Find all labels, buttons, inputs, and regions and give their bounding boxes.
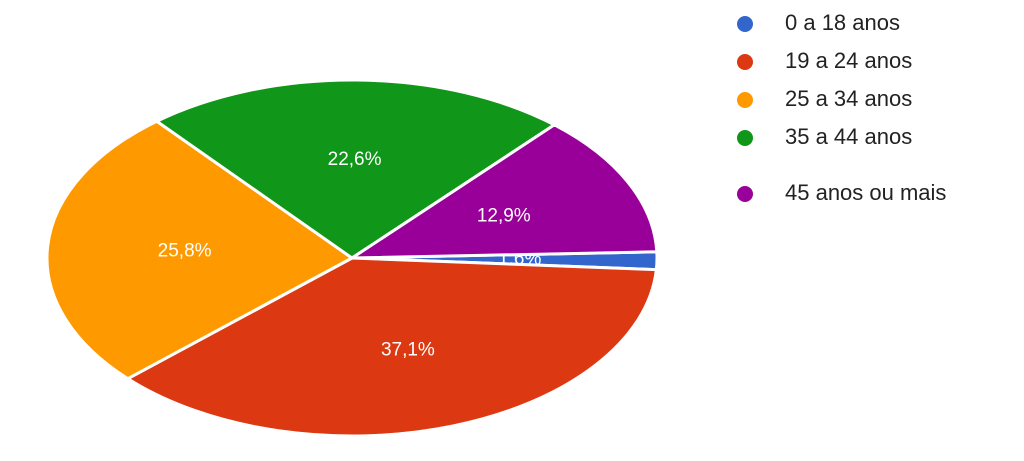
legend-label: 0 a 18 anos xyxy=(785,10,900,35)
pie-slice xyxy=(124,256,659,438)
legend-marker xyxy=(737,92,753,108)
pie-slice xyxy=(153,78,558,260)
slice-label: 25,8% xyxy=(158,241,212,262)
legend-label: 25 a 34 anos xyxy=(785,86,912,111)
slice-label: 22,6% xyxy=(328,149,382,170)
pie-slice xyxy=(346,123,659,260)
slice-label: 37,1% xyxy=(381,339,435,360)
pie-slice xyxy=(45,119,355,381)
legend-marker xyxy=(737,16,753,32)
legend-label: 19 a 24 anos xyxy=(785,48,912,73)
legend-marker xyxy=(737,54,753,70)
legend-marker xyxy=(737,186,753,202)
legend-label: 45 anos ou mais xyxy=(785,180,946,205)
legend-label: 35 a 44 anos xyxy=(785,124,912,149)
legend-marker xyxy=(737,130,753,146)
slice-label: 12,9% xyxy=(477,205,531,226)
